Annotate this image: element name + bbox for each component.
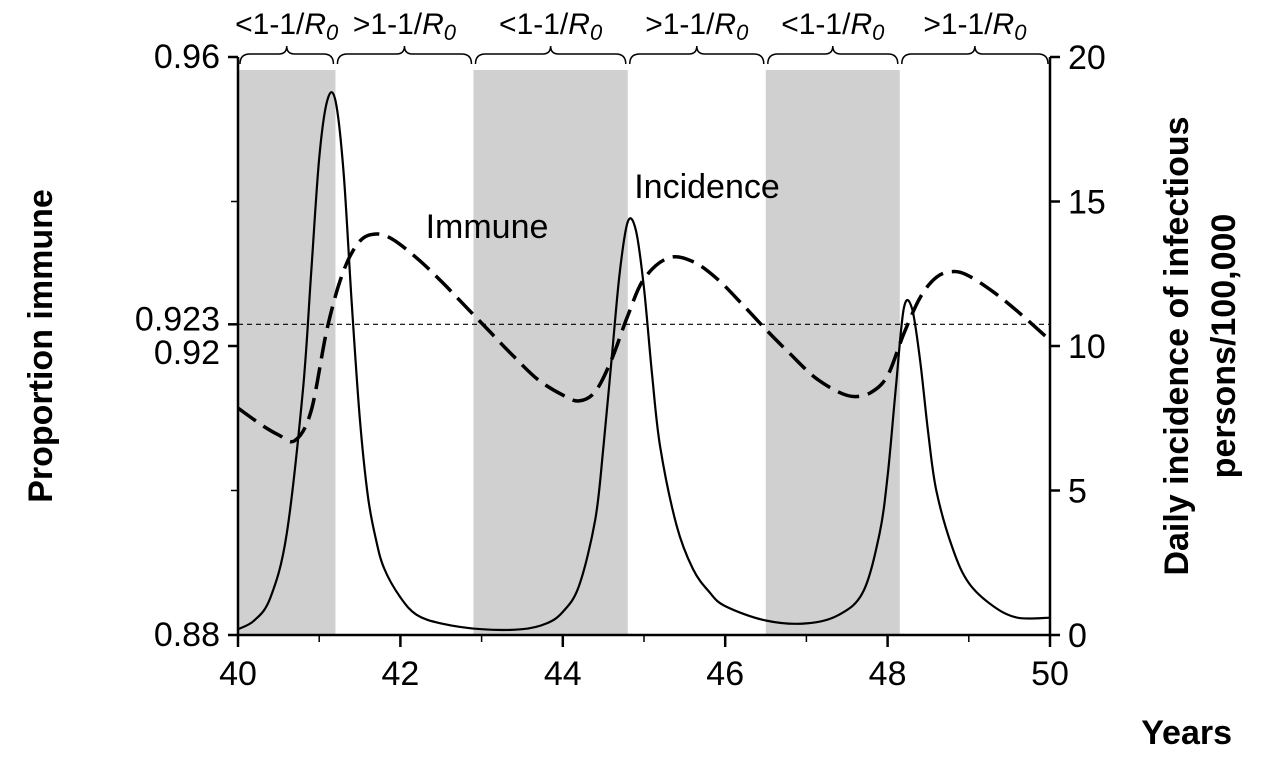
- y-left-tick-label: 0.96: [154, 38, 220, 76]
- shaded-period-4: [765, 70, 900, 635]
- period-brace-5: [901, 45, 1049, 65]
- period-brace-0: [239, 45, 335, 65]
- y-right-tick-label: 20: [1068, 39, 1106, 77]
- period-label-4: <1-1/R0: [781, 8, 885, 45]
- y-left-tick-label: 0.923: [135, 300, 220, 338]
- period-brace-4: [767, 45, 899, 65]
- x-tick-label: 44: [544, 655, 582, 693]
- period-label-1: >1-1/R0: [353, 8, 457, 45]
- series-lines: [236, 91, 1052, 632]
- period-label-2: <1-1/R0: [499, 8, 603, 45]
- series-incidence-line: [237, 91, 1051, 632]
- y-left-tick-label: 0.92: [154, 334, 220, 372]
- y-right-tick-label: 0: [1068, 617, 1087, 655]
- period-brace-3: [629, 45, 765, 65]
- x-axis-title: Years: [1141, 714, 1232, 752]
- y-right-tick-label: 10: [1068, 328, 1106, 366]
- period-brace-2: [474, 45, 627, 65]
- x-tick-label: 40: [219, 655, 257, 693]
- period-label-5: >1-1/R0: [923, 8, 1027, 45]
- period-brace-1: [336, 45, 473, 65]
- x-tick-label: 48: [869, 655, 907, 693]
- y-axis-left-title: Proportion immune: [22, 189, 60, 503]
- period-label-3: >1-1/R0: [645, 8, 749, 45]
- shaded-periods: [238, 70, 900, 635]
- x-tick-label: 42: [381, 655, 419, 693]
- shaded-period-2: [473, 70, 628, 635]
- period-label-0: <1-1/R0: [235, 8, 339, 45]
- annotation-incidence: Incidence: [634, 168, 780, 206]
- y-right-tick-label: 15: [1068, 184, 1106, 222]
- y-axis-right-title-line2: persons/100,000: [1205, 214, 1243, 479]
- period-braces: <1-1/R0 >1-1/R0 <1-1/R0 >1-1/R0 <1-1/R0 >1-1/…: [235, 8, 1049, 65]
- x-tick-label: 50: [1031, 655, 1069, 693]
- annotation-immune: Immune: [426, 208, 549, 246]
- series-immune-line: [236, 232, 1052, 444]
- x-tick-label: 46: [706, 655, 744, 693]
- y-axis-right-title-line1: Daily incidence of infectious: [1158, 116, 1196, 575]
- y-right-tick-label: 5: [1068, 473, 1087, 511]
- y-left-tick-label: 0.88: [154, 616, 220, 654]
